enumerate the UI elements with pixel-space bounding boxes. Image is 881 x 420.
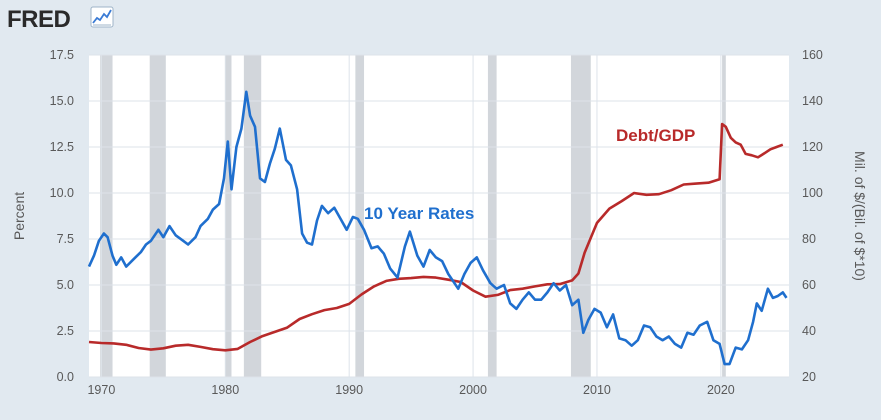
series-line-debt-gdp (88, 122, 784, 352)
y-left-tick-label: 7.5 (57, 232, 74, 246)
left-axis-ticks: 0.0 2.5 5.0 7.5 10.0 12.5 15.0 17.5 (50, 48, 74, 384)
x-tick-label: 2020 (707, 383, 735, 397)
x-tick-label: 1990 (335, 383, 363, 397)
x-tick-label: 1980 (211, 383, 239, 397)
recession-band (243, 55, 262, 377)
recession-band (570, 55, 591, 377)
y-left-tick-label: 12.5 (50, 140, 74, 154)
right-axis-ticks: 20 40 60 80 100 120 140 160 (802, 48, 823, 384)
right-axis-title: Mil. of $/(Bil. of $*10) (852, 151, 868, 281)
y-left-tick-label: 15.0 (50, 94, 74, 108)
fred-logo[interactable]: FRED (7, 6, 114, 33)
y-right-tick-label: 120 (802, 140, 823, 154)
x-tick-label: 1970 (87, 383, 115, 397)
recession-bands (100, 55, 726, 377)
x-tick-label: 2010 (583, 383, 611, 397)
recession-band (487, 55, 497, 377)
y-left-tick-label: 2.5 (57, 324, 74, 338)
y-right-tick-label: 140 (802, 94, 823, 108)
plot-area (89, 55, 789, 377)
chart-line-icon (90, 6, 114, 28)
y-right-tick-label: 80 (802, 232, 816, 246)
y-left-tick-label: 5.0 (57, 278, 74, 292)
y-left-tick-label: 10.0 (50, 186, 74, 200)
recession-band (100, 55, 113, 377)
annotation-10-year-rates: 10 Year Rates (364, 204, 474, 223)
recession-band (355, 55, 365, 377)
logo-text: FRED (7, 6, 71, 33)
x-axis-ticks: 1970 1980 1990 2000 2010 2020 (87, 383, 734, 397)
recession-band (149, 55, 166, 377)
y-right-tick-label: 160 (802, 48, 823, 62)
y-right-tick-label: 20 (802, 370, 816, 384)
annotation-debt-gdp: Debt/GDP (616, 126, 695, 145)
recession-band (722, 55, 726, 377)
series-line-10-year-rates (87, 90, 788, 366)
x-tick-label: 2000 (459, 383, 487, 397)
y-left-tick-label: 17.5 (50, 48, 74, 62)
y-right-tick-label: 100 (802, 186, 823, 200)
gridlines (89, 54, 789, 378)
y-right-tick-label: 60 (802, 278, 816, 292)
y-right-tick-label: 40 (802, 324, 816, 338)
y-left-tick-label: 0.0 (57, 370, 74, 384)
recession-band (225, 55, 232, 377)
left-axis-title: Percent (11, 192, 27, 240)
series-layer (87, 90, 788, 366)
